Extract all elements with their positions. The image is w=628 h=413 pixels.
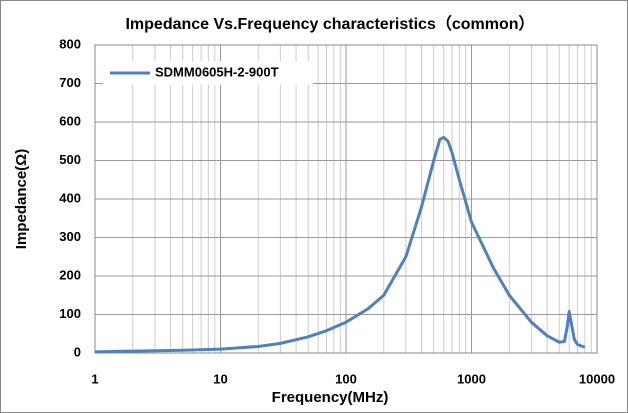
x-tick-label: 100 [335,371,357,386]
x-tick-label: 1 [91,371,98,386]
y-tick-label: 400 [59,190,81,205]
y-tick-label: 600 [59,113,81,128]
x-tick-label: 1000 [457,371,486,386]
y-tick-label: 500 [59,152,81,167]
chart-title: Impedance Vs.Frequency characteristics（c… [125,15,534,33]
x-axis-title: Frequency(MHz) [272,389,389,406]
y-tick-label: 700 [59,75,81,90]
y-tick-label: 0 [74,344,81,359]
y-tick-label: 800 [59,36,81,51]
y-axis-title: Impedance(Ω) [13,149,30,249]
y-tick-label: 200 [59,267,81,282]
y-tick-label: 300 [59,229,81,244]
series-line [94,135,586,354]
plot-border [94,44,598,354]
legend-label: SDMM0605H-2-900T [155,64,279,79]
x-tick-label: 10 [213,371,227,386]
x-tick-label: 10000 [579,371,615,386]
y-tick-label: 100 [59,306,81,321]
